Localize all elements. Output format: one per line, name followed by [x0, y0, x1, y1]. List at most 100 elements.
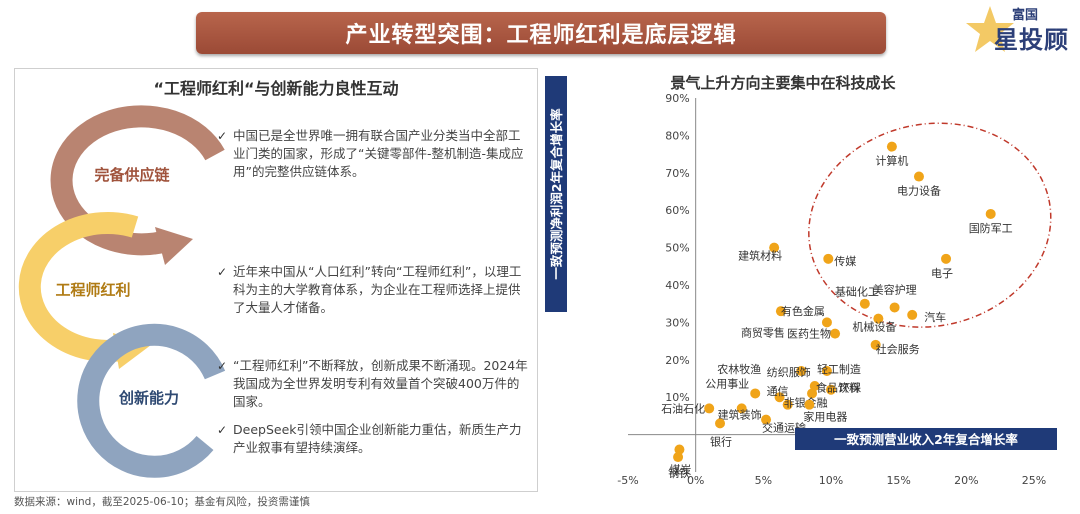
- ring-label-supply-chain: 完备供应链: [94, 166, 170, 184]
- checkmark-icon: ✓: [217, 359, 228, 373]
- y-tick-label: 80%: [665, 129, 689, 142]
- point-label: 公用事业: [705, 377, 749, 390]
- point-label: 轻工制造: [817, 362, 861, 376]
- x-tick-label: 5%: [755, 474, 772, 487]
- scatter-point: [826, 384, 836, 395]
- point-label: 通信: [767, 385, 789, 398]
- point-label: 医药生物: [787, 327, 831, 341]
- brand-small-text: 富国: [1012, 8, 1039, 23]
- bullet-item: ✓ DeepSeek引领中国企业创新能力重估，新质生产力产业叙事有望持续演绎。: [217, 421, 529, 457]
- y-tick-label: 60%: [665, 204, 689, 217]
- scatter-point: [807, 388, 818, 399]
- point-label: 社会服务: [876, 342, 920, 356]
- scatter-point: [941, 253, 952, 264]
- point-label: 钢铁: [668, 467, 690, 480]
- scatter-point: [674, 444, 685, 455]
- brand-logo: [966, 4, 1066, 56]
- point-label: 石油石化: [661, 401, 705, 415]
- point-label: 电力设备: [897, 184, 941, 198]
- checkmark-icon: ✓: [217, 423, 228, 437]
- scatter-point: [775, 306, 786, 317]
- x-axis-label-box: [795, 428, 1057, 450]
- scatter-point: [886, 141, 897, 152]
- scatter-point: [750, 388, 761, 399]
- ring-supply-chain: [50, 105, 225, 256]
- scatter-point: [704, 403, 715, 414]
- highlight-ellipse: [808, 122, 1052, 328]
- scatter-point: [859, 298, 870, 309]
- x-tick-label: 15%: [886, 474, 910, 487]
- left-panel-title: “工程师红利“与创新能力良性互动: [153, 79, 399, 98]
- chart-panel: 景气上升方向主要集中在科技成长 10% 20% 30% 40% 50% 60% 70% 80%…: [543, 68, 1061, 490]
- scatter-point: [761, 414, 772, 425]
- scatter-point: [774, 392, 785, 403]
- y-tick-label: 40%: [665, 279, 689, 292]
- scatter-point: [715, 418, 726, 429]
- x-tick-label: 25%: [1022, 474, 1046, 487]
- y-tick-label: 30%: [665, 316, 689, 329]
- point-label: 家用电器: [803, 410, 847, 424]
- left-panel: “工程师红利“与创新能力良性互动 完备供应链 工程师红利 创新能力 ✓ 中国已是…: [14, 68, 538, 492]
- ring-engineer-dividend: [18, 211, 139, 362]
- x-axis-label: 一致预测营业收入2年复合增长率: [834, 432, 1018, 447]
- point-label: 有色金属: [781, 304, 825, 318]
- scatter-point: [804, 399, 815, 410]
- scatter-point: [830, 328, 841, 339]
- ring-arrow-supply-chain: [155, 227, 193, 265]
- scatter-point: [907, 309, 918, 320]
- cycle-diagram: [18, 105, 226, 478]
- ring-innovation: [77, 323, 226, 478]
- x-tick-label: 0%: [687, 474, 704, 487]
- ring-label-innovation: 创新能力: [118, 389, 179, 407]
- point-label: 电子: [931, 267, 953, 280]
- scatter-point: [769, 242, 780, 253]
- point-label: 机械设备: [852, 320, 896, 334]
- bullet-item: ✓ “工程师红利”不断释放，创新成果不断涌现。2024年我国成为全世界发明专利有…: [217, 357, 529, 411]
- data-source-note: 数据来源：wind，截至2025-06-10；基金有风险，投资需谨慎: [14, 496, 310, 508]
- brand-name: 星投顾: [994, 26, 1069, 54]
- scatter-point: [873, 313, 884, 324]
- scatter-point: [673, 452, 684, 463]
- scatter-point: [870, 339, 881, 350]
- scatter-point: [821, 366, 832, 377]
- bullet-item: ✓ 中国已是全世界唯一拥有联合国产业分类当中全部工业门类的国家，形成了“关键零部…: [217, 127, 529, 181]
- bullet-text: 近年来中国从“人口红利”转向“工程师红利”，以理工科为主的大学教育体系，为企业在…: [233, 264, 522, 315]
- point-label: 国防军工: [969, 221, 1013, 235]
- point-label: 传媒: [834, 255, 856, 268]
- checkmark-icon: ✓: [217, 129, 228, 143]
- bullet-text: 中国已是全世界唯一拥有联合国产业分类当中全部工业门类的国家，形成了“关键零部件-…: [233, 128, 524, 179]
- y-tick-label: 70%: [665, 167, 689, 180]
- page-title-bar: 产业转型突围：工程师红利是底层逻辑: [196, 12, 886, 54]
- scatter-point: [796, 366, 807, 377]
- scatter-point: [889, 302, 900, 313]
- y-axis-label: 一致预测净利润2年复合增长率: [549, 108, 564, 280]
- point-label: 食品饮料: [816, 380, 860, 394]
- page-title: 产业转型突围：工程师红利是底层逻辑: [345, 23, 737, 48]
- scatter-point: [823, 253, 834, 264]
- chart-title: 景气上升方向主要集中在科技成长: [670, 74, 896, 92]
- x-tick-label: 10%: [819, 474, 843, 487]
- bullet-text: DeepSeek引领中国企业创新能力重估，新质生产力产业叙事有望持续演绎。: [233, 422, 522, 455]
- ring-label-engineer-dividend: 工程师红利: [55, 281, 131, 299]
- y-axis-label-box: [545, 76, 567, 312]
- point-label: 环保: [839, 381, 861, 395]
- point-label: 银行: [710, 434, 732, 448]
- checkmark-icon: ✓: [217, 265, 228, 279]
- y-tick-label: 50%: [665, 242, 689, 255]
- bullet-text: “工程师红利”不断释放，创新成果不断涌现。2024年我国成为全世界发明专利有效量…: [233, 358, 528, 409]
- point-label: 基础化工: [835, 285, 879, 299]
- bullet-item: ✓ 近年来中国从“人口红利”转向“工程师红利”，以理工科为主的大学教育体系，为企…: [217, 263, 529, 317]
- point-label: 美容护理: [873, 282, 917, 296]
- scatter-point: [782, 399, 793, 410]
- scatter-chart: 景气上升方向主要集中在科技成长 10% 20% 30% 40% 50% 60% 70% 80%…: [545, 74, 1057, 487]
- point-label: 汽车: [924, 310, 946, 324]
- point-label: 纺织服饰: [767, 365, 811, 379]
- point-label: 计算机: [875, 154, 908, 168]
- scatter-point: [821, 317, 832, 328]
- point-label: 农林牧渔: [717, 362, 761, 376]
- star-logo-icon: [966, 6, 1014, 52]
- x-tick-label: -5%: [617, 474, 638, 487]
- scatter-point: [736, 403, 747, 414]
- y-tick-label: 20%: [665, 354, 689, 367]
- x-tick-label: 20%: [954, 474, 978, 487]
